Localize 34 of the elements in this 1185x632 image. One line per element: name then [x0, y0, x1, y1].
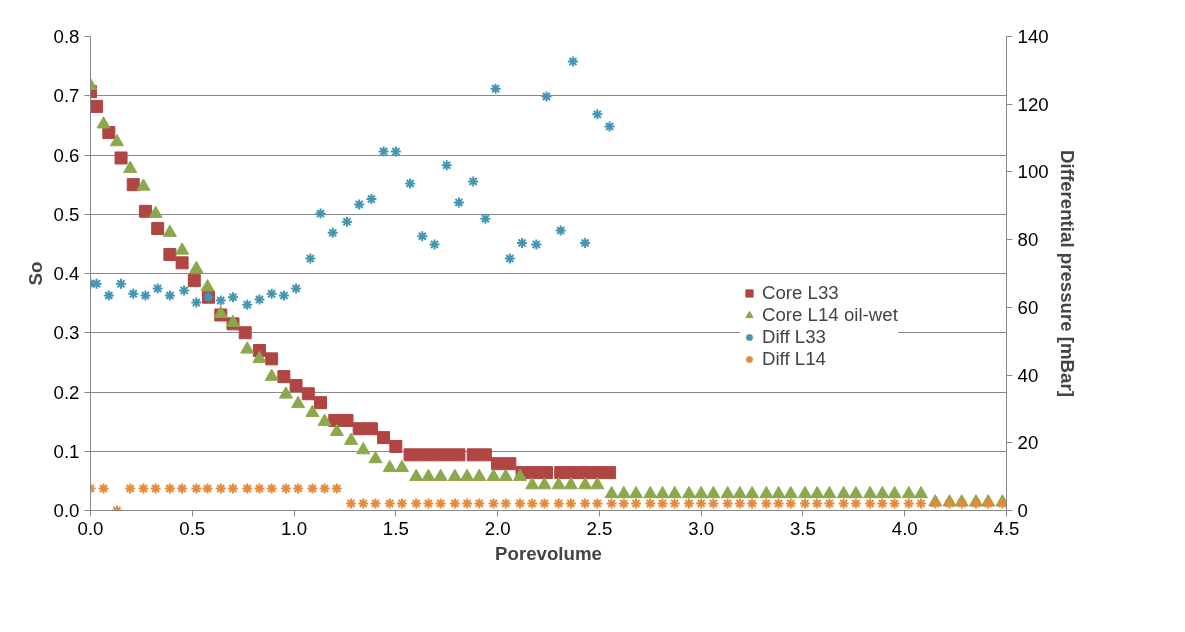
x-tick-label: 3.5: [789, 517, 816, 539]
y-tick-label: 0.4: [53, 263, 80, 284]
x-tick-label: 4.5: [993, 517, 1020, 539]
x-tick-label: 1.0: [281, 517, 308, 539]
x-tick-label: 0.0: [77, 517, 104, 539]
y-tick-label: 0.2: [53, 381, 80, 403]
legend-label: Core L14 oil-wet: [762, 304, 898, 326]
x-tick-label: 3.0: [688, 517, 715, 539]
legend-label: Diff L14: [762, 348, 826, 370]
x-tick-label: 4.0: [891, 517, 918, 539]
y2-tick-label: 120: [1017, 93, 1049, 115]
y2-tick-label: 60: [1017, 296, 1039, 318]
x-tick-label: 2.0: [484, 517, 511, 539]
x-tick-label: 0.5: [179, 517, 206, 539]
y-tick-label: 0.3: [53, 322, 80, 344]
y-tick-label: 0.0: [53, 500, 80, 521]
x-tick-label: 1.5: [382, 517, 409, 539]
y2-tick-label: 80: [1017, 229, 1039, 251]
y-tick-label: 0.5: [53, 203, 80, 225]
y-axis-title: So: [24, 261, 46, 286]
y2-tick-label: 40: [1017, 364, 1039, 386]
y-tick-label: 0.8: [53, 26, 80, 47]
y2-tick-label: 140: [1017, 26, 1049, 47]
legend-label: Core L33: [762, 282, 839, 304]
x-tick-label: 2.5: [586, 517, 613, 539]
x-axis-title: Porevolume: [495, 542, 602, 564]
y2-axis-title: Differential pressure [mBar]: [1056, 150, 1078, 397]
y2-tick-label: 0: [1017, 500, 1028, 521]
y2-tick-label: 20: [1017, 432, 1039, 454]
y-tick-label: 0.7: [53, 85, 80, 107]
y-tick-label: 0.6: [53, 144, 80, 166]
legend-label: Diff L33: [762, 326, 826, 348]
y2-tick-label: 100: [1017, 161, 1049, 183]
y-tick-label: 0.1: [53, 440, 80, 462]
